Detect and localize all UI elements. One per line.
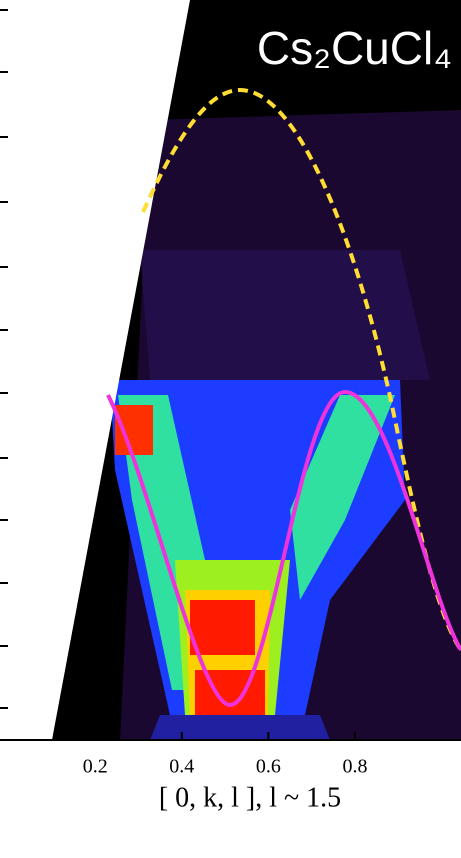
y-axis-ticks	[0, 9, 8, 709]
dispersion-curve	[106, 389, 461, 708]
chart-title: Cs₂CuCl₄	[257, 22, 452, 74]
intensity-red	[190, 600, 255, 655]
intensity-red	[115, 405, 153, 455]
intensity-blue	[150, 715, 330, 740]
intensity-haze	[140, 250, 430, 380]
x-tick-label: 0.2	[83, 756, 108, 778]
x-tick-label: 0.4	[169, 756, 194, 778]
x-tick-label: 0.6	[256, 756, 281, 778]
unmeasured-region	[0, 0, 190, 740]
dispersion-curve	[141, 87, 461, 652]
x-tick-label: 0.8	[342, 756, 367, 778]
intensity-red	[195, 670, 265, 715]
x-axis-label: [ 0, k, l ], l ~ 1.5	[159, 782, 341, 813]
intensity-green	[290, 395, 395, 600]
